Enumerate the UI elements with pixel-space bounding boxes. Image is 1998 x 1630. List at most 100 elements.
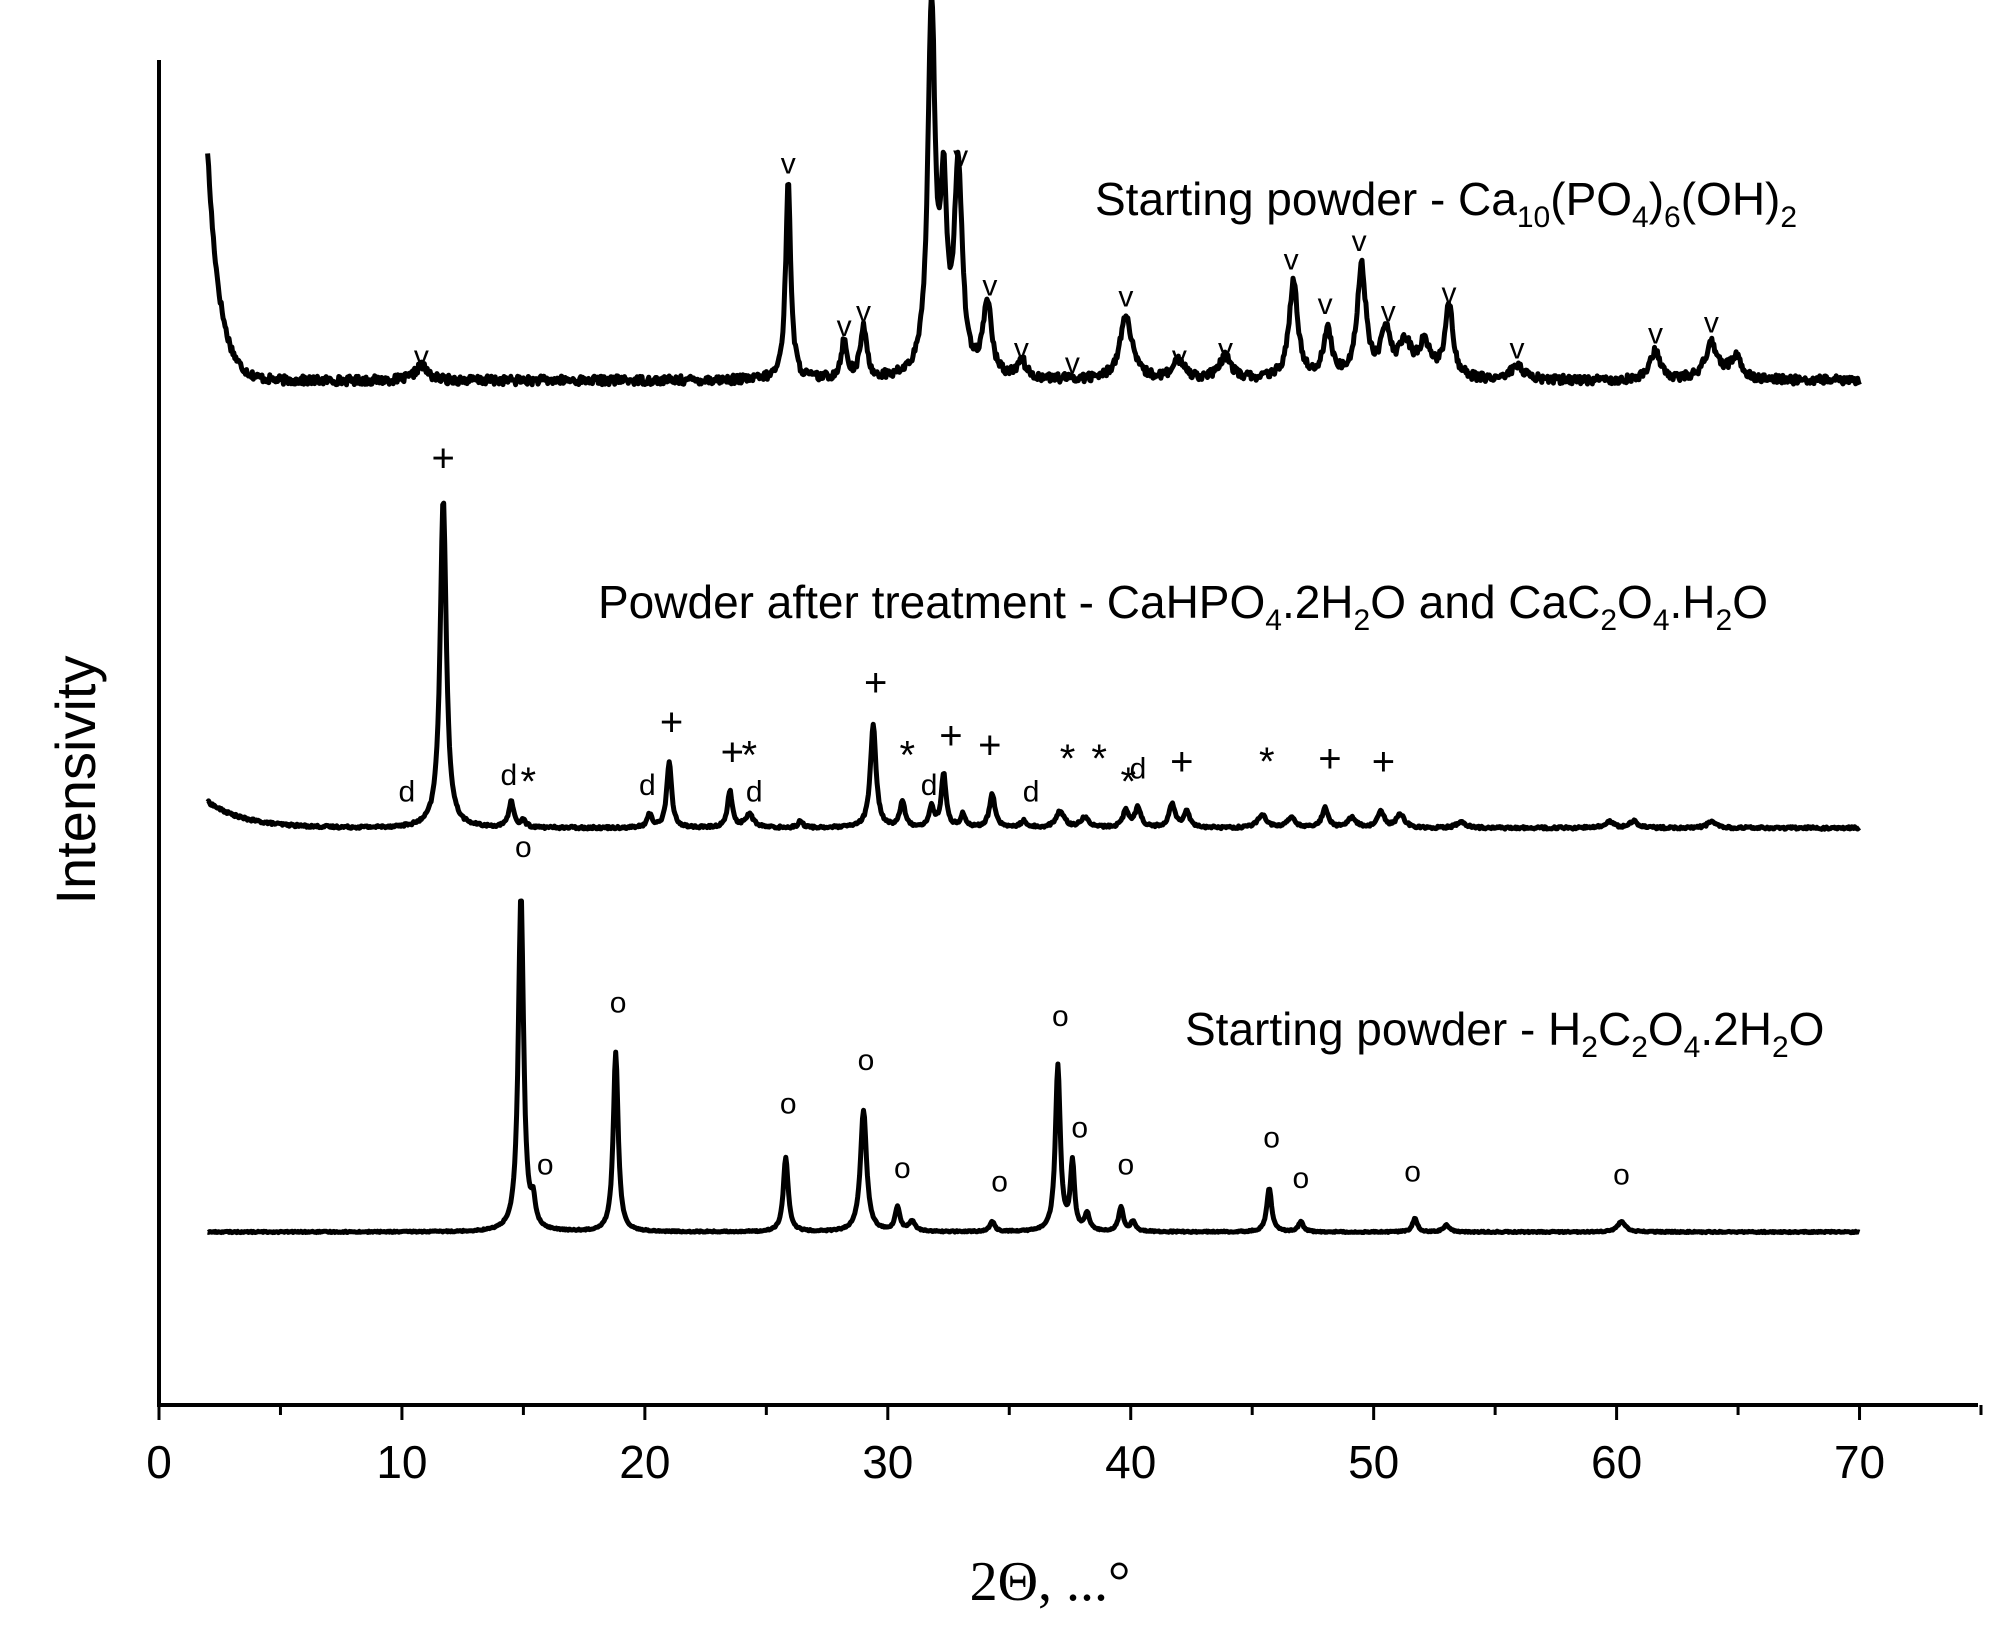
- x-tick-label: 0: [146, 1436, 172, 1488]
- peak-marker: v: [1704, 307, 1719, 340]
- series-label-part: O and CaC: [1370, 576, 1600, 628]
- x-tick-label: 70: [1834, 1436, 1885, 1488]
- peak-marker: d: [500, 759, 517, 792]
- peak-marker: v: [1352, 225, 1367, 258]
- series-label-part: .2H: [1700, 1003, 1772, 1055]
- series-label-0: Starting powder - Ca10(PO4)6(OH)2: [1095, 173, 1797, 234]
- peak-marker: v: [837, 310, 852, 343]
- peak-marker: v: [1118, 281, 1133, 314]
- series-labels: Starting powder - Ca10(PO4)6(OH)2Powder …: [598, 173, 1824, 1064]
- y-axis-title: Intensivity: [44, 656, 107, 905]
- peak-marker: d: [921, 769, 938, 802]
- peak-marker: *: [742, 734, 758, 778]
- series-label-part: 10: [1517, 201, 1550, 234]
- series-label-part: 2: [1772, 1031, 1789, 1064]
- peak-marker: d: [746, 776, 763, 809]
- peak-marker: o: [780, 1088, 797, 1121]
- peak-marker: v: [982, 270, 997, 303]
- peak-marker: v: [1172, 340, 1187, 373]
- peak-marker: *: [520, 760, 536, 804]
- peak-marker: v: [1284, 244, 1299, 277]
- peak-marker: +: [1318, 737, 1341, 781]
- peak-marker: *: [1091, 737, 1107, 781]
- peak-marker: o: [1613, 1159, 1630, 1192]
- series-label-part: 2: [1780, 201, 1797, 234]
- series-label-part: 2: [1354, 604, 1371, 637]
- peak-marker: *: [1060, 737, 1076, 781]
- series-label-part: Starting powder - Ca: [1095, 173, 1517, 225]
- series-label-part: .2H: [1282, 576, 1354, 628]
- series-label-part: ): [1649, 173, 1664, 225]
- x-ticks: 0 10 20 30 40 50 60 70: [146, 1405, 1983, 1488]
- peak-marker: +: [1170, 740, 1193, 784]
- peak-marker: +: [660, 701, 683, 745]
- peak-marker: v: [1648, 318, 1663, 351]
- series-label-part: O: [1789, 1003, 1825, 1055]
- series-label-part: 2: [1631, 1031, 1648, 1064]
- series-traces: [205, 0, 1862, 1236]
- series-line-0: [205, 0, 1862, 388]
- series-label-part: 2: [1600, 604, 1617, 637]
- x-tick-label: 60: [1591, 1436, 1642, 1488]
- peak-marker: d: [1130, 753, 1147, 786]
- peak-marker: v: [781, 147, 796, 180]
- x-tick-label: 10: [376, 1436, 427, 1488]
- peak-marker: v: [1441, 277, 1456, 310]
- series-label-part: Powder after treatment - CaHPO: [598, 576, 1265, 628]
- series-label-1: Powder after treatment - CaHPO4.2H2O and…: [598, 576, 1768, 637]
- peak-marker: o: [610, 986, 627, 1019]
- peak-markers: vvvvvvvvvvvvvvvvvvvv+dd*d++*d+*d++d**d*+…: [398, 0, 1718, 1198]
- peak-marker: +: [1372, 740, 1395, 784]
- x-tick-label: 30: [862, 1436, 913, 1488]
- peak-marker: o: [894, 1152, 911, 1185]
- peak-marker: o: [991, 1165, 1008, 1198]
- x-tick-label: 20: [619, 1436, 670, 1488]
- peak-marker: d: [1023, 776, 1040, 809]
- series-label-part: 4: [1632, 201, 1649, 234]
- series-label-part: (OH): [1681, 173, 1781, 225]
- series-label-part: (PO: [1550, 173, 1632, 225]
- series-label-part: O: [1648, 1003, 1684, 1055]
- series-line-2: [206, 898, 1862, 1236]
- peak-marker: v: [1218, 332, 1233, 365]
- series-label-part: 4: [1265, 604, 1282, 637]
- peak-marker: d: [639, 769, 656, 802]
- series-label-part: C: [1598, 1003, 1631, 1055]
- series-label-part: .H: [1670, 576, 1716, 628]
- peak-marker: d: [398, 776, 415, 809]
- peak-marker: v: [1318, 288, 1333, 321]
- peak-marker: o: [537, 1149, 554, 1182]
- x-tick-label: 40: [1105, 1436, 1156, 1488]
- peak-marker: +: [721, 730, 744, 774]
- peak-marker: *: [899, 734, 915, 778]
- peak-marker: +: [432, 437, 455, 481]
- peak-marker: v: [1065, 347, 1080, 380]
- peak-marker: +: [939, 714, 962, 758]
- series-label-2: Starting powder - H2C2O4.2H2O: [1185, 1003, 1824, 1064]
- peak-marker: v: [924, 0, 939, 10]
- peak-marker: o: [515, 831, 532, 864]
- series-label-part: 2: [1581, 1031, 1598, 1064]
- peak-marker: o: [1071, 1111, 1088, 1144]
- peak-marker: o: [1292, 1162, 1309, 1195]
- peak-marker: o: [1052, 1000, 1069, 1033]
- peak-marker: v: [953, 140, 968, 173]
- series-label-part: O: [1617, 576, 1653, 628]
- peak-marker: v: [1381, 295, 1396, 328]
- series-label-part: O: [1732, 576, 1768, 628]
- peak-marker: o: [1263, 1122, 1280, 1155]
- x-axis-title: 2Θ, ...°: [970, 1551, 1131, 1613]
- series-label-part: 4: [1653, 604, 1670, 637]
- peak-marker: v: [856, 295, 871, 328]
- peak-marker: o: [1118, 1149, 1135, 1182]
- peak-marker: *: [1121, 760, 1137, 804]
- peak-marker: *: [1259, 740, 1275, 784]
- peak-marker: v: [1509, 332, 1524, 365]
- series-label-part: 6: [1664, 201, 1681, 234]
- peak-marker: v: [1014, 332, 1029, 365]
- peak-marker: v: [414, 340, 429, 373]
- peak-marker: o: [858, 1044, 875, 1077]
- series-label-part: 2: [1716, 604, 1733, 637]
- series-label-part: 4: [1684, 1031, 1701, 1064]
